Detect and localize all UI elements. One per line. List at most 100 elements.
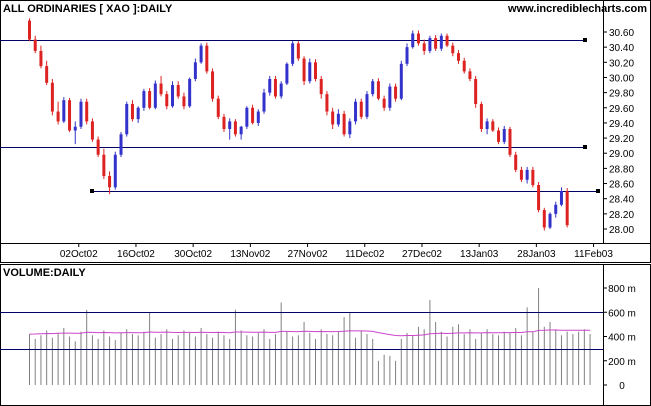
price-candle-body <box>508 128 512 155</box>
price-candle-body <box>411 33 415 48</box>
price-candle-body <box>439 35 443 49</box>
trendline-endpoint <box>596 189 600 193</box>
trendline-endpoint <box>583 145 587 149</box>
price-candle-body <box>388 86 392 108</box>
price-candle-body <box>148 91 152 108</box>
price-y-tick-label: 30.40 <box>609 43 634 54</box>
price-candle-body <box>468 71 472 79</box>
price-candle-body <box>125 103 129 135</box>
price-candle-body <box>348 121 352 135</box>
price-candle-body <box>314 62 317 79</box>
price-candle-body <box>193 62 197 79</box>
price-candle-body <box>262 92 266 112</box>
price-candle-body <box>171 85 174 107</box>
price-candle-body <box>79 101 83 127</box>
price-y-tick-label: 29.20 <box>609 134 634 145</box>
price-candle-body <box>90 121 94 140</box>
price-candle-body <box>199 45 203 63</box>
date-tick-label: 16Oct02 <box>117 249 155 260</box>
price-candle-body <box>365 94 369 117</box>
date-tick-label: 27Nov02 <box>288 249 328 260</box>
price-y-axis: 28.00 28.20 28.40 28.60 28.80 29.00 29.20 29.40… <box>603 28 634 236</box>
price-candle-body <box>399 63 403 99</box>
volume-y-tick-label: 0 <box>619 381 625 392</box>
price-candle-body <box>542 210 546 228</box>
price-candle-body <box>153 83 157 108</box>
price-candle-body <box>85 101 89 122</box>
chart-title: ALL ORDINARIES [ XAO ]:DAILY <box>3 3 173 15</box>
volume-ma-line <box>29 329 591 337</box>
price-candle-body <box>130 103 134 120</box>
price-candle-body <box>336 113 340 125</box>
price-y-tick-label: 28.80 <box>609 164 634 175</box>
price-candle-body <box>73 126 77 131</box>
price-candle-body <box>485 121 489 129</box>
date-tick-label: 28Jan03 <box>517 249 556 260</box>
price-y-tick-label: 30.20 <box>609 58 634 69</box>
price-candle-body <box>525 169 529 180</box>
price-y-tick-label: 28.20 <box>609 210 634 221</box>
trendline-endpoint <box>583 38 587 42</box>
price-candle-body <box>233 121 237 135</box>
price-candle-body <box>291 43 295 64</box>
price-candle-body <box>416 33 420 44</box>
price-candle-body <box>159 83 163 95</box>
price-candle-body <box>28 20 31 40</box>
price-candle-body <box>428 38 432 51</box>
price-candle-body <box>33 39 37 51</box>
price-candle-body <box>548 213 552 228</box>
price-candle-body <box>205 45 209 72</box>
price-y-tick-label: 29.40 <box>609 119 634 130</box>
price-candle-body <box>491 121 495 131</box>
price-y-tick-label: 28.40 <box>609 195 634 206</box>
price-y-tick-label: 30.60 <box>609 28 634 39</box>
price-candle-body <box>325 94 329 112</box>
trendline-endpoint <box>90 189 94 193</box>
price-candle-body <box>296 43 300 59</box>
volume-y-tick-label: 200 m <box>608 357 636 368</box>
price-candle-body <box>188 78 192 107</box>
price-candle-body <box>285 63 289 84</box>
price-candle-body <box>331 111 335 125</box>
volume-y-tick-label: 800 m <box>608 284 636 295</box>
price-candle-body <box>519 169 523 180</box>
price-candle-body <box>537 185 541 211</box>
price-candle-body <box>216 98 220 117</box>
date-tick-label: 11Feb03 <box>574 249 613 260</box>
volume-y-axis: 0 200 m 400 m 600 m 800 m <box>603 284 636 392</box>
price-panel-frame <box>0 0 651 263</box>
price-candle-body <box>256 111 260 123</box>
price-candle-body <box>56 111 60 122</box>
price-candles <box>28 18 569 231</box>
volume-y-tick-label: 400 m <box>608 333 636 344</box>
price-candle-body <box>308 62 312 82</box>
price-candle-body <box>251 107 255 123</box>
price-y-tick-label: 28.00 <box>609 225 634 236</box>
price-y-tick-label: 29.60 <box>609 104 634 115</box>
price-y-tick-label: 29.80 <box>609 89 634 100</box>
date-tick-label: 02Oct02 <box>60 249 98 260</box>
volume-moving-average <box>29 329 591 337</box>
price-candle-body <box>531 169 535 186</box>
price-candle-body <box>474 78 478 104</box>
price-candle-body <box>371 81 375 95</box>
price-candle-body <box>222 116 226 129</box>
price-candle-body <box>273 78 277 97</box>
price-candle-body <box>50 82 54 112</box>
price-candle-body <box>405 47 409 64</box>
volume-reference-lines <box>0 312 603 350</box>
date-tick-label: 30Oct02 <box>174 249 212 260</box>
price-candle-body <box>514 154 518 170</box>
price-candle-body <box>228 121 232 129</box>
price-candle-body <box>165 94 169 107</box>
price-candle-body <box>96 139 100 155</box>
price-candle-body <box>445 35 449 46</box>
price-candle-body <box>302 58 306 82</box>
price-candle-body <box>102 154 106 176</box>
price-candle-body <box>382 98 386 108</box>
price-candle-body <box>457 53 460 61</box>
price-candle-body <box>354 101 358 122</box>
price-candle-body <box>108 175 112 188</box>
price-candle-body <box>62 100 66 122</box>
